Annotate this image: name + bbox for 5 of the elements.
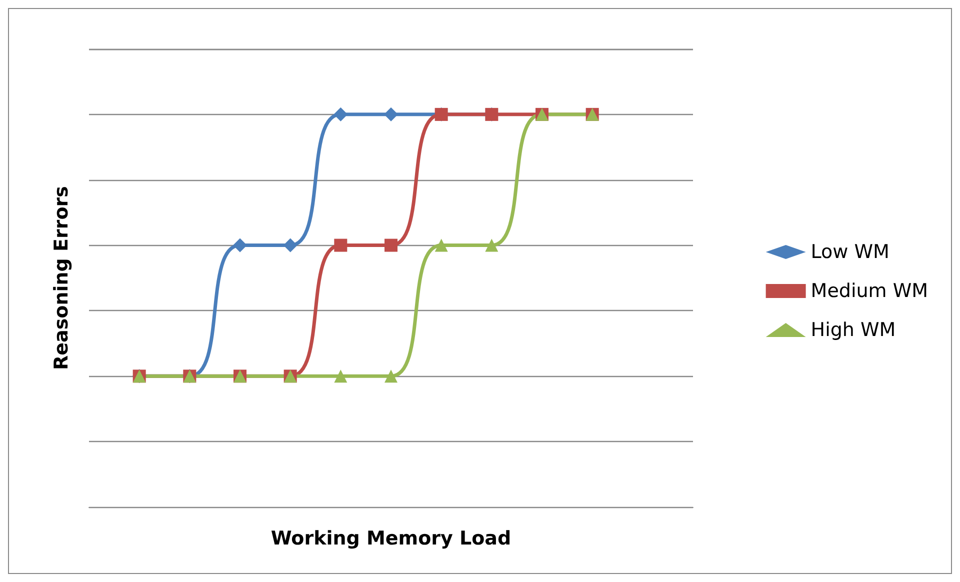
y-axis-title: Reasoning Errors <box>50 186 72 370</box>
legend-label: High WM <box>810 319 896 341</box>
legend-label: Medium WM <box>810 280 928 302</box>
legend-label: Low WM <box>810 241 890 263</box>
x-axis-title: Working Memory Load <box>270 528 512 550</box>
